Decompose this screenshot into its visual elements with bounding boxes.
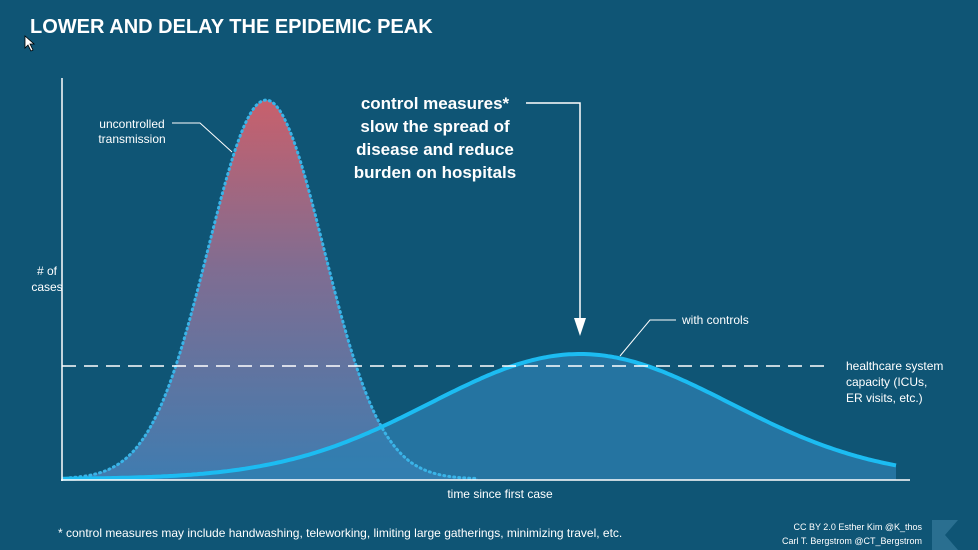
credits: CC BY 2.0 Esther Kim @K_thos [793,522,922,532]
uncontrolled-area [70,100,478,480]
annotation: control measures* [361,94,510,113]
uncontrolled-curve [68,98,480,480]
annotation: burden on hospitals [354,163,516,182]
arrow [526,102,581,322]
y-axis-label: # of [37,264,58,278]
capacity-label: healthcare system [846,359,943,373]
title: LOWER AND DELAY THE EPIDEMIC PEAK [30,16,433,38]
logo [932,520,958,550]
credits: Carl T. Bergstrom @CT_Bergstrom [782,536,922,546]
annotation: slow the spread of [360,117,510,136]
capacity-label: ER visits, etc.) [846,391,923,405]
uncontrolled-label: uncontrolled [99,117,164,131]
arrow-head [574,318,586,336]
x-axis-label: time since first case [447,487,553,501]
capacity-label: capacity (ICUs, [846,375,927,389]
leader-line [172,122,233,153]
annotation: disease and reduce [356,140,514,159]
leader-line [619,319,676,357]
controlled-area [62,354,896,480]
y-axis-label: cases [31,280,62,294]
controls-label: with controls [681,313,749,327]
controlled-curve [62,352,897,481]
footnote: * control measures may include handwashi… [58,526,622,540]
cursor [24,35,36,52]
uncontrolled-label: transmission [98,132,165,146]
